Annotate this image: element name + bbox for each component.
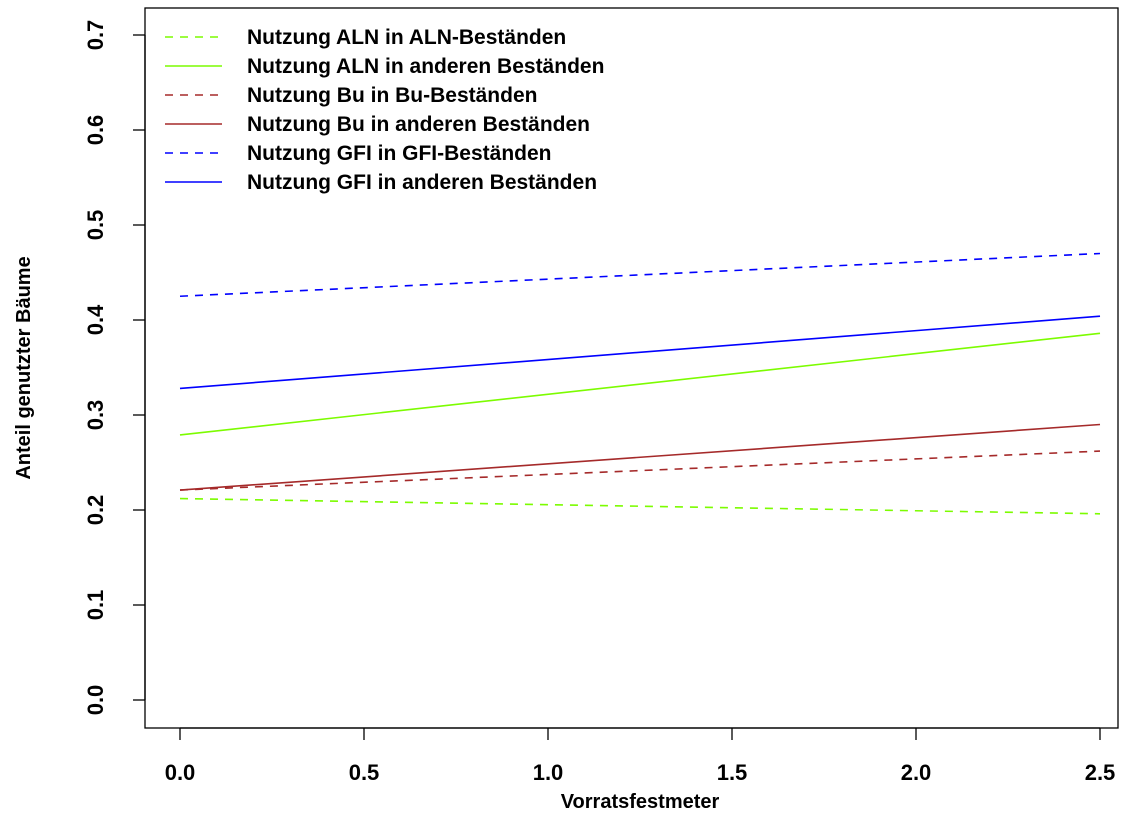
legend-label-6: Nutzung GFI in anderen Beständen <box>247 171 597 194</box>
legend-label-1: Nutzung ALN in ALN-Beständen <box>247 26 566 49</box>
x-tick-label: 1.0 <box>533 760 564 785</box>
series-line-1 <box>179 497 1101 515</box>
legend-label-5: Nutzung GFI in GFI-Beständen <box>247 142 551 165</box>
y-axis-title: Anteil genutzter Bäume <box>13 256 35 479</box>
x-tick-label: 2.0 <box>901 760 932 785</box>
x-axis: 0.0 0.5 1.0 1.5 2.0 2.5 <box>165 727 1116 785</box>
x-tick-label: 0.0 <box>165 760 196 785</box>
legend: Nutzung ALN in ALN-Beständen Nutzung ALN … <box>165 26 604 194</box>
x-axis-title: Vorratsfestmeter <box>561 791 720 813</box>
series-line-6 <box>179 315 1101 390</box>
y-tick-label: 0.7 <box>83 20 108 51</box>
y-tick-label: 0.2 <box>83 495 108 526</box>
y-tick-label: 0.3 <box>83 400 108 431</box>
series-line-5 <box>179 252 1101 298</box>
series-layer <box>179 252 1101 515</box>
y-tick-label: 0.0 <box>83 685 108 716</box>
legend-label-3: Nutzung Bu in Bu-Beständen <box>247 84 537 107</box>
series-line-3 <box>179 450 1101 491</box>
series-line-4 <box>179 423 1101 491</box>
x-tick-label: 2.5 <box>1085 760 1116 785</box>
x-tick-label: 0.5 <box>349 760 380 785</box>
legend-label-4: Nutzung Bu in anderen Beständen <box>247 113 590 136</box>
y-tick-label: 0.5 <box>83 210 108 241</box>
series-line-2 <box>179 332 1101 436</box>
x-tick-label: 1.5 <box>717 760 748 785</box>
legend-label-2: Nutzung ALN in anderen Beständen <box>247 55 604 78</box>
y-tick-label: 0.4 <box>83 304 108 335</box>
y-axis: 0.0 0.1 0.2 0.3 0.4 0.5 0.6 0.7 <box>83 20 146 716</box>
y-tick-label: 0.1 <box>83 590 108 621</box>
y-tick-label: 0.6 <box>83 115 108 146</box>
